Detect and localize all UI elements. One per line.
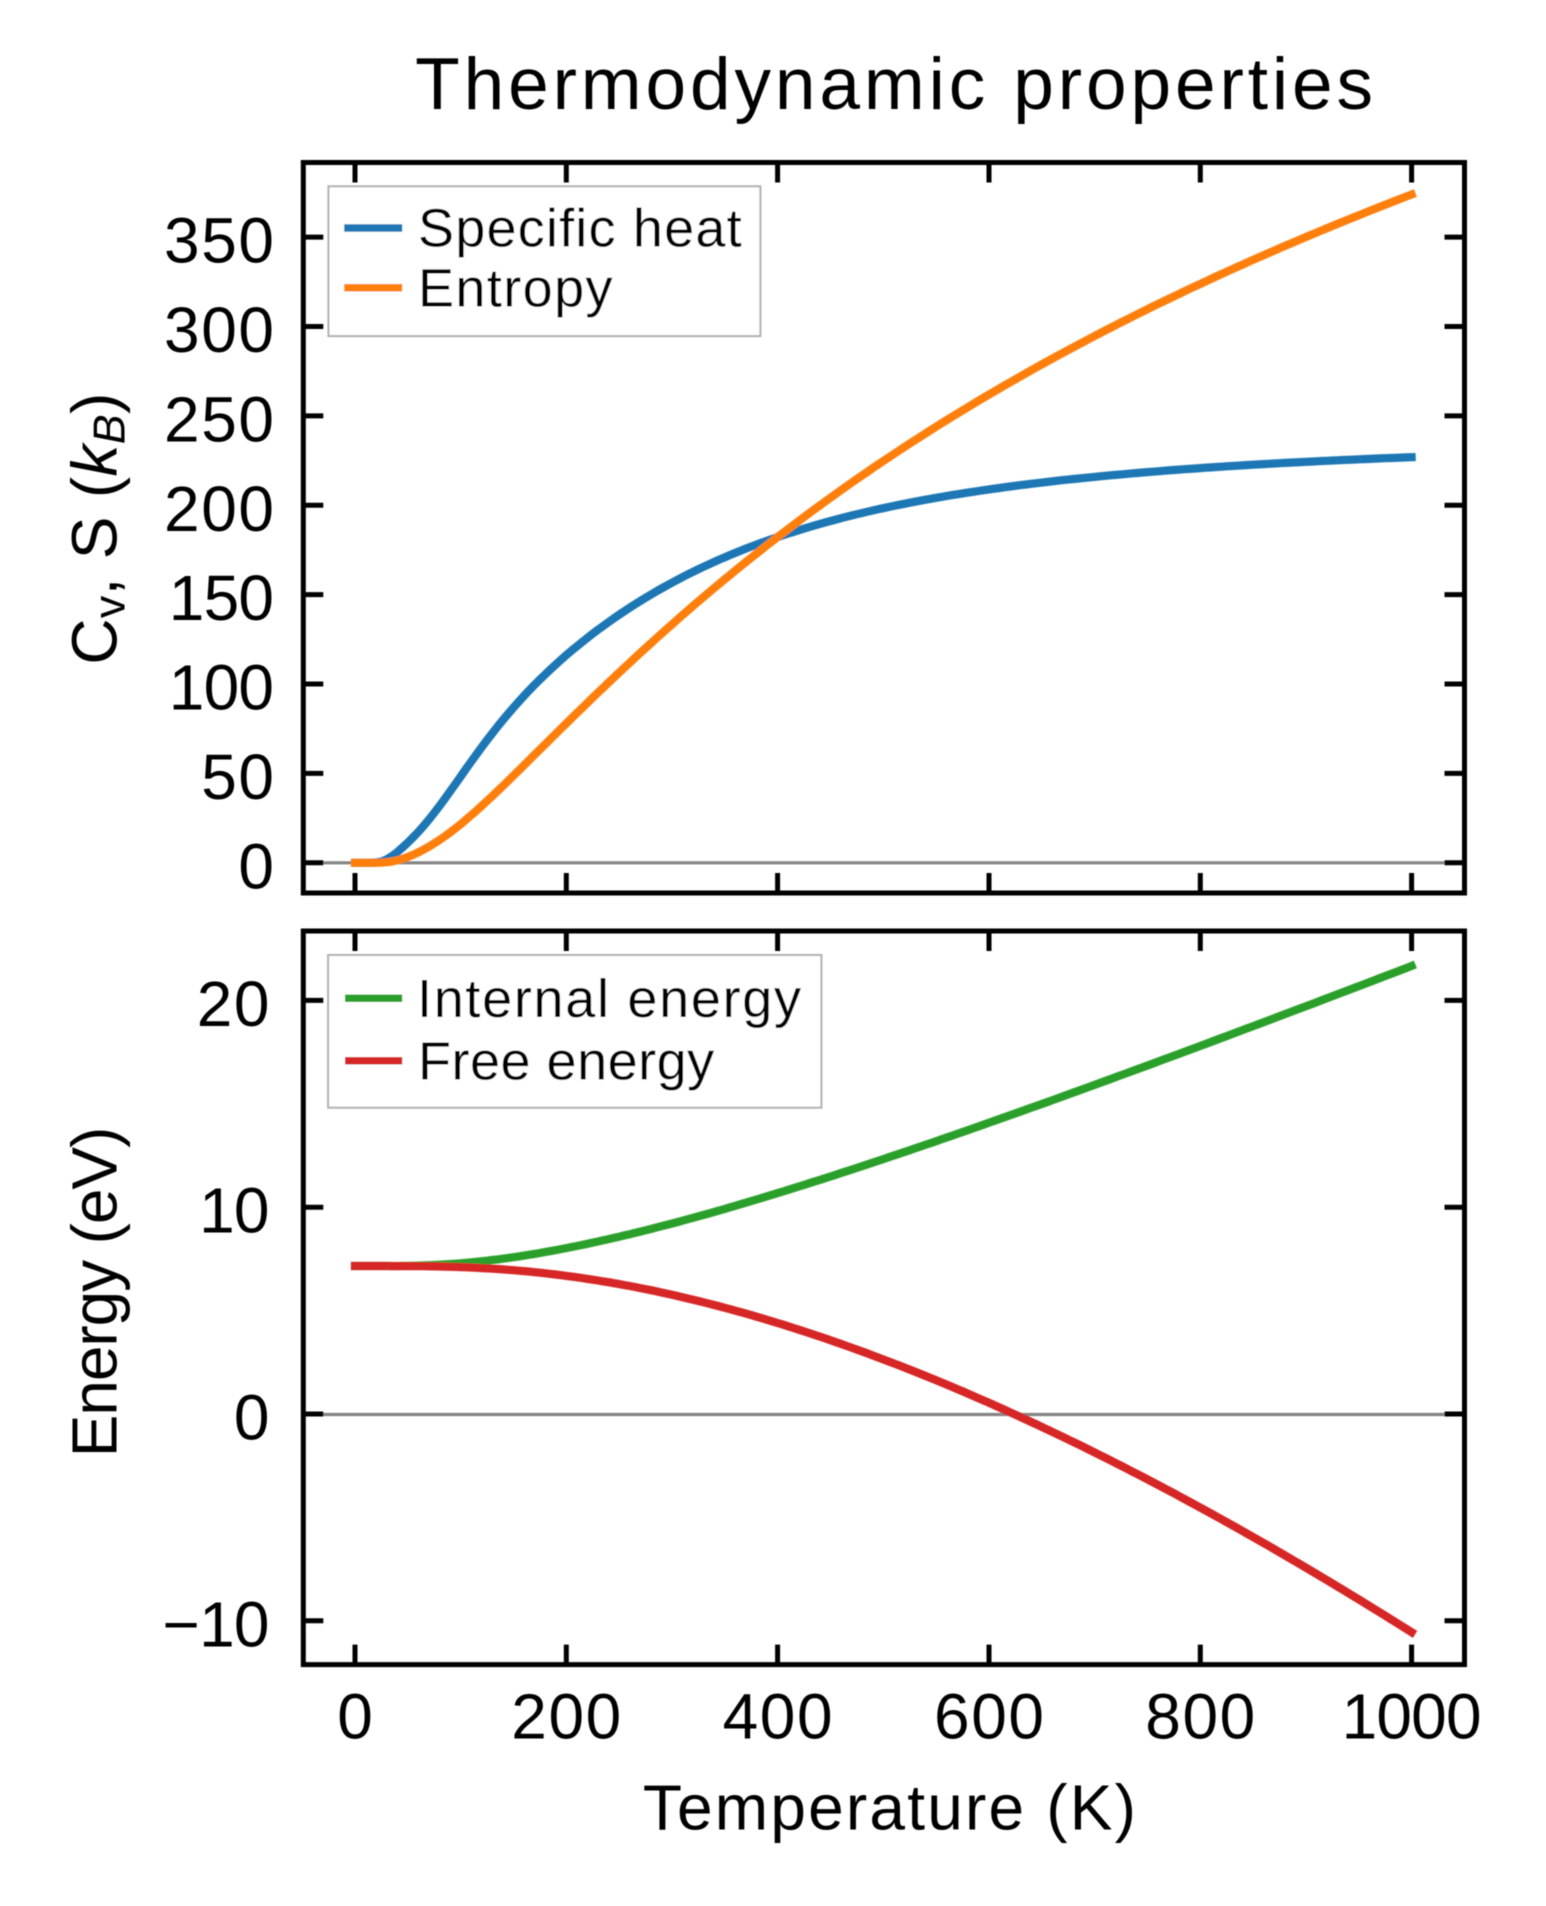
svg-text:Internal energy: Internal energy [417,969,803,1029]
svg-text:300: 300 [164,294,276,366]
svg-text:0: 0 [234,1382,270,1454]
svg-text:150: 150 [169,562,273,634]
svg-text:Energy (eV): Energy (eV) [59,1128,131,1457]
svg-text:50: 50 [201,741,275,813]
svg-text:Temperature (K): Temperature (K) [643,1772,1138,1844]
svg-text:20: 20 [197,968,271,1040]
svg-text:0: 0 [238,830,274,902]
svg-text:200: 200 [164,473,276,545]
svg-text:Cv, S (kB): Cv, S (kB) [59,392,135,664]
svg-text:800: 800 [1145,1681,1257,1753]
svg-text:100: 100 [169,652,273,724]
svg-text:−10: −10 [163,1588,269,1660]
svg-text:10: 10 [199,1175,269,1247]
svg-text:Specific heat: Specific heat [418,199,743,259]
svg-text:600: 600 [934,1681,1046,1753]
svg-text:200: 200 [511,1681,623,1753]
svg-text:350: 350 [164,205,276,277]
svg-text:Entropy: Entropy [418,258,614,318]
svg-text:Free energy: Free energy [418,1031,715,1091]
svg-text:250: 250 [164,383,276,455]
svg-text:1000: 1000 [1342,1681,1481,1753]
svg-text:Thermodynamic properties: Thermodynamic properties [415,44,1377,125]
svg-text:400: 400 [723,1681,835,1753]
svg-text:0: 0 [337,1681,373,1753]
